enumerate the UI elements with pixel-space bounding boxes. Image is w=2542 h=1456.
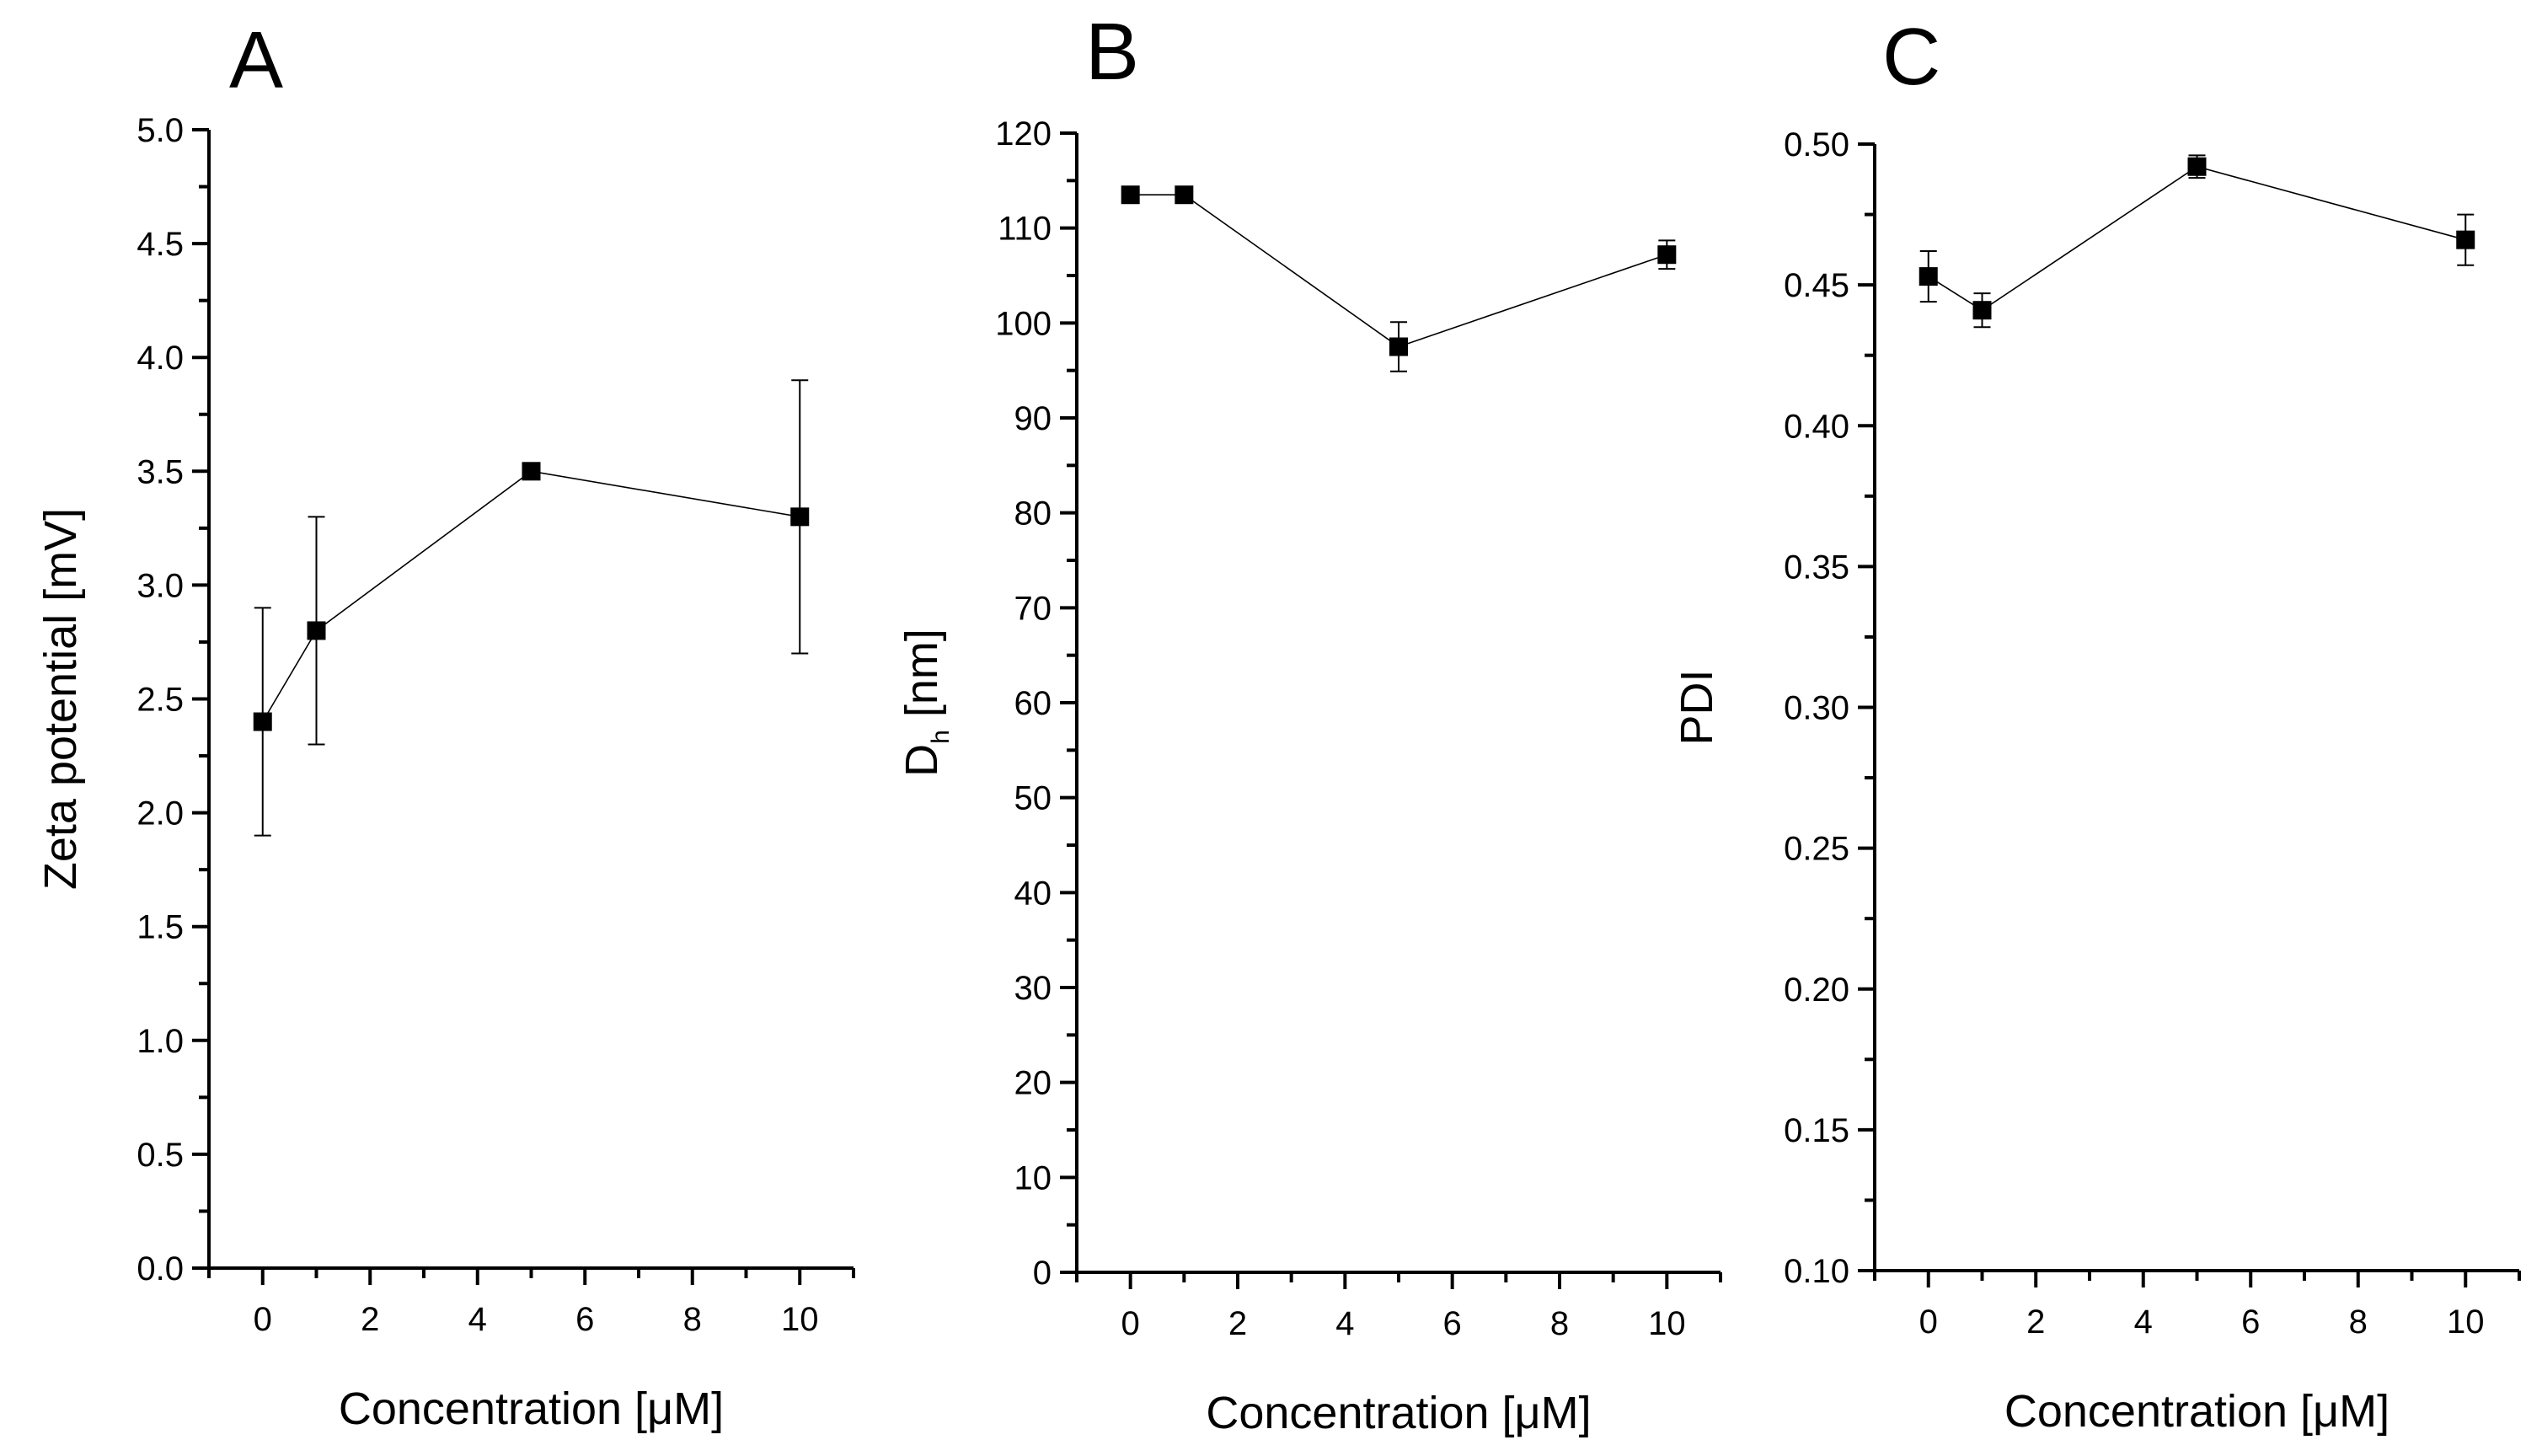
y-axis-title: Dh [nm]	[896, 629, 955, 777]
x-tick-label: 4	[2134, 1303, 2153, 1341]
y-tick-label: 80	[1014, 495, 1052, 533]
x-tick-label: 0	[1121, 1305, 1140, 1342]
y-tick-label: 1.5	[136, 909, 184, 946]
data-point	[1121, 185, 1140, 205]
x-tick-label: 4	[468, 1301, 487, 1338]
y-tick-label: 0.10	[1784, 1253, 1849, 1290]
x-tick-label: 6	[575, 1301, 594, 1338]
series-line	[1928, 165, 2466, 312]
y-tick-label: 0.40	[1784, 408, 1849, 445]
x-tick-label: 8	[683, 1301, 702, 1338]
y-tick-label: 10	[1014, 1159, 1052, 1196]
data-point	[1657, 245, 1677, 265]
y-tick-label: 0.50	[1784, 126, 1849, 163]
x-tick-label: 10	[781, 1301, 819, 1338]
data-point	[522, 462, 541, 481]
x-tick-label: 0	[254, 1301, 272, 1338]
y-tick-label: 2.0	[136, 795, 184, 832]
y-tick-label: 4.5	[136, 226, 184, 263]
x-axis-title: Concentration [μM]	[1206, 1388, 1591, 1438]
y-tick-label: 0.15	[1784, 1112, 1849, 1149]
y-tick-label: 0.5	[136, 1137, 184, 1174]
series-line	[262, 470, 800, 722]
data-point	[2456, 230, 2475, 249]
y-tick-label: 70	[1014, 590, 1052, 627]
data-point	[1972, 301, 1992, 320]
panel-letter: B	[1085, 7, 1139, 97]
panel-a: A 0 2 4 6 8 10 0.0 0.5 1.0 1.5 2.0 2.5 3.0 3.5 4.0 4.5 5.…	[35, 15, 855, 1434]
x-tick-label: 10	[2447, 1303, 2485, 1341]
y-tick-label: 100	[995, 305, 1052, 342]
y-tick-label: 20	[1014, 1065, 1052, 1102]
y-axis-title: PDI	[1672, 669, 1722, 745]
data-point	[1919, 267, 1938, 286]
x-tick-label: 2	[1228, 1305, 1247, 1342]
series-line	[1130, 194, 1667, 348]
y-tick-label: 4.0	[136, 340, 184, 377]
data-point	[790, 507, 810, 527]
panel-c: C 0 2 4 6 8 10 0.10 0.15 0.20 0.25 0.30 0.35 0.40 0.45…	[1672, 12, 2521, 1437]
y-tick-label: 5.0	[136, 112, 184, 149]
y-tick-label: 0.35	[1784, 549, 1849, 586]
data-point	[1389, 337, 1408, 356]
x-tick-label: 6	[2241, 1303, 2260, 1341]
x-tick-label: 0	[1919, 1303, 1938, 1341]
y-tick-label: 3.5	[136, 453, 184, 490]
y-tick-label: 40	[1014, 875, 1052, 912]
data-point	[2187, 157, 2207, 176]
y-tick-label: 30	[1014, 970, 1052, 1007]
x-tick-label: 4	[1335, 1305, 1354, 1342]
y-tick-label: 50	[1014, 780, 1052, 817]
x-axis-title: Concentration [μM]	[339, 1384, 724, 1434]
y-tick-label: 3.0	[136, 567, 184, 604]
y-tick-label: 0.25	[1784, 831, 1849, 868]
y-tick-label: 120	[995, 115, 1052, 153]
x-tick-label: 2	[361, 1301, 379, 1338]
panel-letter: C	[1882, 12, 1940, 102]
x-tick-label: 2	[2026, 1303, 2045, 1341]
data-point	[1175, 185, 1194, 205]
x-tick-label: 10	[1648, 1305, 1686, 1342]
x-tick-label: 8	[1550, 1305, 1569, 1342]
panel-letter: A	[229, 15, 283, 105]
y-tick-label: 60	[1014, 685, 1052, 722]
y-tick-label: 0.0	[136, 1250, 184, 1287]
panel-b: B0 2 4 6 8 100102030405060708090100110120Conc…	[896, 7, 1722, 1438]
y-tick-label: 1.0	[136, 1023, 184, 1060]
x-tick-label: 8	[2349, 1303, 2368, 1341]
data-point	[253, 712, 272, 731]
x-axis-title: Concentration [μM]	[2004, 1386, 2389, 1437]
y-tick-label: 0.30	[1784, 690, 1849, 727]
y-tick-label: 0.45	[1784, 267, 1849, 304]
y-tick-label: 90	[1014, 400, 1052, 437]
x-tick-label: 6	[1443, 1305, 1462, 1342]
y-tick-label: 2.5	[136, 682, 184, 719]
data-point	[307, 621, 326, 640]
y-tick-label: 110	[998, 211, 1052, 248]
y-tick-label: 0.20	[1784, 972, 1849, 1009]
y-tick-label: 0	[1033, 1255, 1052, 1292]
y-axis-title: Zeta potential [mV]	[35, 508, 86, 890]
